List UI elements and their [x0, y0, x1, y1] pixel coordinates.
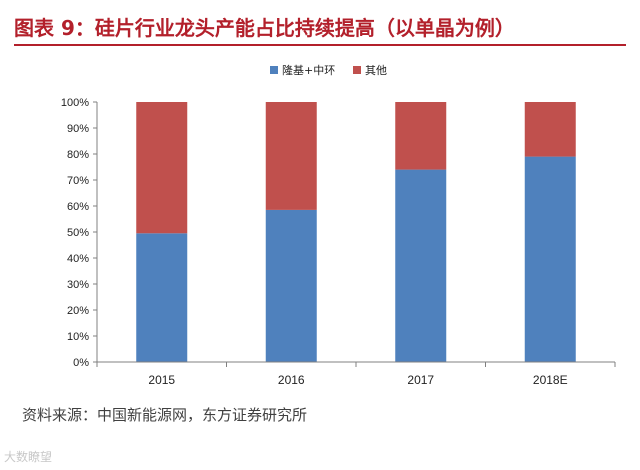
- bar-segment-series-1-2017: [395, 169, 447, 362]
- legend-label-series-1: 隆基+中环: [282, 63, 335, 77]
- x-category-label: 2017: [407, 373, 434, 387]
- bar-segment-series-2-2015: [136, 102, 188, 234]
- y-tick-label: 0%: [73, 357, 89, 369]
- watermark: 大数瞭望: [4, 450, 53, 464]
- title-bar: 图表 9：硅片行业龙头产能占比持续提高（以单晶为例）: [14, 10, 626, 46]
- x-axis: 2015 2016 2017 2018E: [96, 361, 616, 387]
- legend: 隆基+中环 其他: [270, 63, 387, 77]
- page-title: 图表 9：硅片行业龙头产能占比持续提高（以单晶为例）: [14, 16, 515, 40]
- x-category-label: 2018E: [533, 373, 568, 387]
- x-category-label: 2015: [148, 373, 175, 387]
- bar-segment-series-2-2018E: [524, 102, 576, 157]
- y-tick-label: 10%: [67, 331, 89, 343]
- bar-segment-series-1-2016: [265, 209, 317, 362]
- y-tick-label: 20%: [67, 305, 89, 317]
- y-tick-label: 80%: [67, 149, 89, 161]
- y-tick-label: 50%: [67, 227, 89, 239]
- y-tick-label: 40%: [67, 253, 89, 265]
- bars: [136, 102, 576, 362]
- legend-swatch-series-1: [270, 66, 278, 74]
- bar-segment-series-1-2018E: [524, 156, 576, 362]
- bar-segment-series-2-2016: [265, 102, 317, 210]
- x-category-label: 2016: [278, 373, 305, 387]
- y-axis: 0% 10% 20% 30% 40% 50% 60% 70% 80% 90% 100%: [61, 97, 98, 369]
- source-note: 资料来源：中国新能源网，东方证券研究所: [22, 406, 308, 424]
- y-tick-label: 100%: [61, 97, 89, 109]
- y-tick-label: 90%: [67, 123, 89, 135]
- y-tick-label: 70%: [67, 175, 89, 187]
- y-tick-label: 60%: [67, 201, 89, 213]
- legend-label-series-2: 其他: [365, 64, 387, 77]
- y-tick-label: 30%: [67, 279, 89, 291]
- legend-swatch-series-2: [353, 66, 361, 74]
- bar-segment-series-2-2017: [395, 102, 447, 170]
- bar-segment-series-1-2015: [136, 233, 188, 362]
